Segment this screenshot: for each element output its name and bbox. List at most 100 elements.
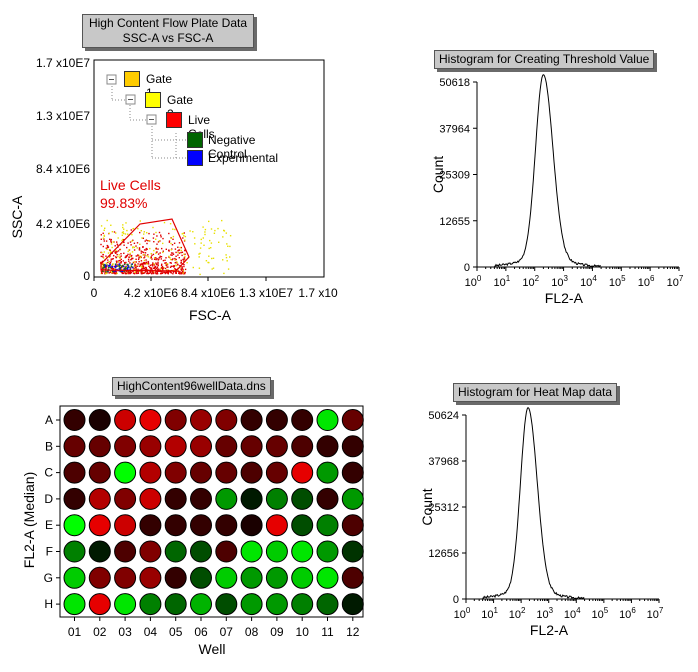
well[interactable] — [164, 540, 187, 563]
well[interactable] — [88, 487, 111, 510]
well[interactable] — [215, 409, 238, 431]
well[interactable] — [88, 409, 111, 431]
well[interactable] — [63, 487, 86, 510]
well[interactable] — [164, 435, 187, 458]
well[interactable] — [240, 514, 263, 537]
well[interactable] — [341, 487, 364, 510]
well[interactable] — [341, 435, 364, 458]
well[interactable] — [215, 566, 238, 589]
well[interactable] — [215, 435, 238, 458]
well[interactable] — [63, 409, 86, 431]
well[interactable] — [114, 514, 137, 537]
well[interactable] — [139, 461, 162, 484]
well[interactable] — [114, 435, 137, 458]
well[interactable] — [240, 461, 263, 484]
well[interactable] — [240, 487, 263, 510]
well[interactable] — [190, 514, 212, 537]
well[interactable] — [139, 540, 162, 563]
experimental-label[interactable]: Experimental — [208, 151, 279, 165]
negative-control-label[interactable]: Negative Control — [208, 133, 256, 161]
well[interactable] — [88, 566, 111, 589]
well[interactable] — [63, 593, 86, 616]
well[interactable] — [316, 461, 339, 484]
well[interactable] — [114, 593, 137, 616]
well[interactable] — [114, 409, 137, 431]
well[interactable] — [316, 435, 339, 458]
well[interactable] — [291, 540, 314, 563]
well[interactable] — [291, 566, 314, 589]
well[interactable] — [139, 514, 162, 537]
well[interactable] — [190, 593, 212, 616]
well[interactable] — [164, 514, 187, 537]
well[interactable] — [88, 593, 111, 616]
well[interactable] — [114, 540, 137, 563]
well[interactable] — [190, 566, 212, 589]
well[interactable] — [88, 514, 111, 537]
well[interactable] — [88, 540, 111, 563]
well[interactable] — [215, 540, 238, 563]
well[interactable] — [215, 593, 238, 616]
well[interactable] — [316, 409, 339, 431]
well[interactable] — [164, 487, 187, 510]
well[interactable] — [265, 566, 288, 589]
well[interactable] — [291, 593, 314, 616]
well[interactable] — [139, 409, 162, 431]
well[interactable] — [88, 461, 111, 484]
well[interactable] — [190, 487, 212, 510]
well[interactable] — [265, 461, 288, 484]
well[interactable] — [341, 566, 364, 589]
well[interactable] — [114, 487, 137, 510]
well[interactable] — [190, 461, 212, 484]
well[interactable] — [291, 461, 314, 484]
well[interactable] — [265, 409, 288, 431]
well[interactable] — [341, 514, 364, 537]
well[interactable] — [316, 487, 339, 510]
well[interactable] — [88, 435, 111, 458]
well[interactable] — [240, 593, 263, 616]
well[interactable] — [190, 435, 212, 458]
well[interactable] — [341, 409, 364, 431]
well[interactable] — [215, 514, 238, 537]
well[interactable] — [114, 566, 137, 589]
well[interactable] — [164, 566, 187, 589]
well[interactable] — [316, 514, 339, 537]
well[interactable] — [291, 514, 314, 537]
live-cells-gate[interactable] — [100, 218, 190, 272]
well[interactable] — [63, 435, 86, 458]
well[interactable] — [164, 593, 187, 616]
well[interactable] — [190, 409, 212, 431]
well[interactable] — [265, 540, 288, 563]
well[interactable] — [316, 540, 339, 563]
well[interactable] — [240, 566, 263, 589]
well[interactable] — [265, 514, 288, 537]
well[interactable] — [341, 593, 364, 616]
well[interactable] — [215, 487, 238, 510]
well[interactable] — [215, 461, 238, 484]
well[interactable] — [316, 593, 339, 616]
well[interactable] — [341, 461, 364, 484]
well[interactable] — [265, 487, 288, 510]
well[interactable] — [341, 540, 364, 563]
well[interactable] — [291, 487, 314, 510]
well[interactable] — [240, 435, 263, 458]
well[interactable] — [63, 540, 86, 563]
well[interactable] — [190, 540, 212, 563]
well[interactable] — [240, 540, 263, 563]
well[interactable] — [63, 461, 86, 484]
well[interactable] — [316, 566, 339, 589]
well[interactable] — [139, 435, 162, 458]
well[interactable] — [164, 409, 187, 431]
well[interactable] — [265, 435, 288, 458]
well[interactable] — [63, 566, 86, 589]
well[interactable] — [164, 461, 187, 484]
well[interactable] — [63, 514, 86, 537]
well[interactable] — [139, 566, 162, 589]
well[interactable] — [139, 593, 162, 616]
well[interactable] — [265, 593, 288, 616]
well[interactable] — [240, 409, 263, 431]
well[interactable] — [291, 409, 314, 431]
well[interactable] — [114, 461, 137, 484]
well[interactable] — [139, 487, 162, 510]
